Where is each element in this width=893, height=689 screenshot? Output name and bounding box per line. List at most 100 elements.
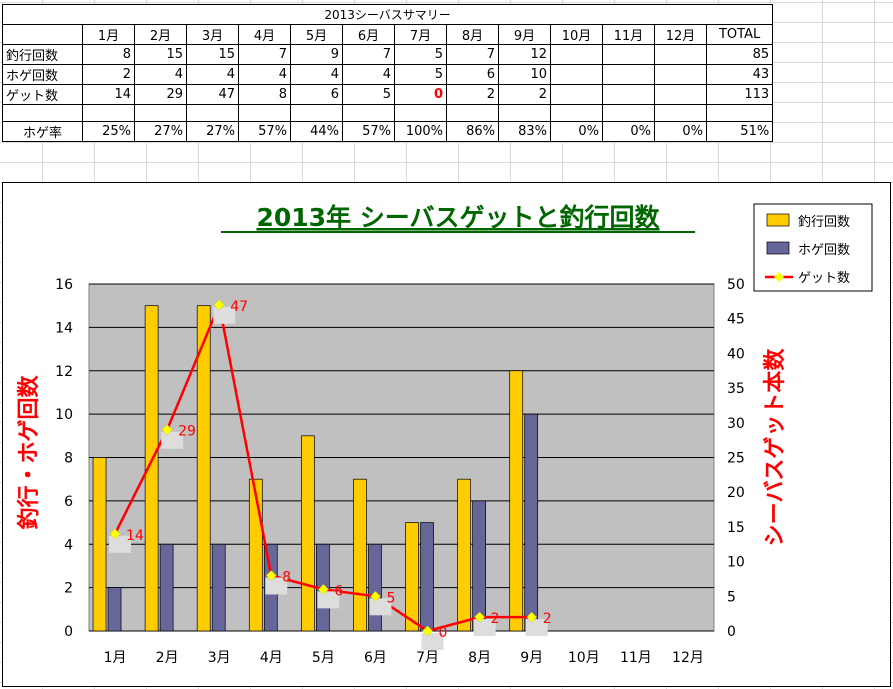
table-cell — [654, 84, 707, 105]
data-label-bg — [473, 619, 496, 637]
table-cell — [602, 44, 655, 65]
table-cell: 4 — [134, 64, 187, 85]
y-tick-label: 0 — [64, 624, 73, 640]
y2-tick-label: 45 — [727, 312, 745, 328]
y2-tick-label: 5 — [727, 589, 736, 605]
y-tick-label: 8 — [64, 451, 73, 467]
y2-tick-label: 20 — [727, 485, 745, 501]
table-cell: 12 — [498, 44, 551, 65]
x-tick-label: 1月 — [104, 650, 127, 666]
x-tick-label: 12月 — [672, 650, 704, 666]
line-marker — [318, 584, 329, 595]
y-tick-label: 10 — [55, 407, 73, 423]
month-header: 10月 — [550, 24, 603, 45]
month-header: 7月 — [394, 24, 447, 45]
x-tick-label: 7月 — [416, 650, 439, 666]
line-marker — [370, 590, 381, 602]
month-header: 9月 — [498, 24, 551, 45]
total-cell: 85 — [705, 44, 774, 65]
data-label-bg — [369, 598, 392, 616]
y2-tick-label: 50 — [727, 277, 745, 293]
table-cell — [602, 64, 655, 85]
table-cell: 4 — [238, 64, 291, 85]
table-cell: 5 — [342, 84, 395, 105]
table-cell — [654, 44, 707, 65]
bar-tsuriko — [196, 305, 211, 632]
x-tick-label: 2月 — [156, 650, 179, 666]
table-cell: 47 — [186, 84, 239, 105]
line-marker — [526, 611, 538, 623]
legend-label: 釣行回数 — [798, 214, 850, 230]
data-label-bg — [213, 306, 236, 324]
line-marker — [161, 424, 173, 436]
table-cell: 83% — [498, 121, 551, 142]
table-header-row: 1月 2月 3月 4月 5月 6月 7月 8月 9月 10月 11月 12月 TOTAL — [2, 24, 774, 45]
y-tick-label: 6 — [64, 494, 73, 510]
y-tick-label: 4 — [64, 537, 73, 553]
month-header: 12月 — [654, 24, 707, 45]
bar-tsuriko — [353, 478, 367, 632]
table-cell: 0% — [550, 121, 603, 142]
bar-hoge — [420, 522, 434, 632]
data-label-bg — [317, 591, 340, 609]
data-label: 6 — [334, 583, 343, 599]
bar-tsuriko — [457, 478, 471, 632]
data-label-bg — [265, 577, 288, 595]
bar-tsuriko — [144, 305, 159, 632]
table-cell: 29 — [134, 84, 187, 105]
table-cell: 14 — [82, 84, 135, 105]
table-cell — [446, 104, 499, 122]
x-tick-label: 9月 — [520, 650, 543, 666]
table-title: 2013シーバスサマリー — [1, 4, 774, 25]
bar-hoge — [107, 587, 122, 632]
table-cell — [394, 104, 447, 122]
y2-tick-label: 35 — [727, 381, 745, 397]
bar-hoge — [472, 500, 486, 632]
x-tick-label: 5月 — [312, 650, 335, 666]
y-tick-label: 2 — [64, 581, 73, 597]
table-cell — [82, 104, 135, 122]
row-label: ホゲ率 — [2, 121, 83, 142]
line-marker — [474, 611, 485, 623]
y-axis-title: 釣行・ホゲ回数 — [16, 375, 42, 530]
month-header: 3月 — [186, 24, 239, 45]
y2-tick-label: 30 — [727, 416, 745, 432]
table-cell — [550, 104, 603, 122]
month-header: 11月 — [602, 24, 655, 45]
row-label: ゲット数 — [2, 84, 83, 105]
bar-tsuriko — [509, 370, 524, 632]
chart-title: 2013年 シーバスゲットと釣行回数 — [256, 203, 660, 232]
legend-label: ホゲ回数 — [798, 243, 850, 258]
table-row: ゲット数 14 29 47 8 6 5 0 2 2 113 — [2, 84, 774, 105]
table-cell: 25% — [82, 121, 135, 142]
table-cell: 7 — [446, 44, 499, 65]
y-tick-label: 12 — [55, 364, 73, 380]
total-cell: 51% — [705, 121, 774, 142]
header-blank — [2, 24, 83, 45]
chart-frame: 0 2 4 6 8 10 12 14 16 0 5 10 15 20 25 30 35 40 45 50 1月 2月 3月 4… — [2, 182, 891, 687]
summary-table: 2013シーバスサマリー 1月 2月 3月 4月 5月 6月 7月 8月 9月 10月 11月 12月 T… — [1, 4, 774, 142]
table-cell: 2 — [446, 84, 499, 105]
table-cell — [498, 104, 551, 122]
table-title-row: 2013シーバスサマリー — [1, 4, 774, 25]
table-cell: 4 — [186, 64, 239, 85]
bar-hoge — [211, 543, 226, 632]
month-header: 6月 — [342, 24, 395, 45]
table-cell: 100% — [394, 121, 447, 142]
table-cell: 6 — [446, 64, 499, 85]
month-header: 2月 — [134, 24, 187, 45]
table-cell — [186, 104, 239, 122]
y2-tick-label: 40 — [727, 346, 745, 362]
table-cell: 6 — [290, 84, 343, 105]
table-row: ホゲ回数 2 4 4 4 4 4 5 6 10 43 — [2, 64, 774, 85]
table-cell — [134, 104, 187, 122]
table-row: 釣行回数 8 15 15 7 9 7 5 7 12 85 — [2, 44, 774, 65]
table-cell: 8 — [238, 84, 291, 105]
total-header: TOTAL — [705, 24, 774, 45]
rate-row: ホゲ率 25% 27% 27% 57% 44% 57% 100% 86% 83% 0% 0% 0% 51% — [2, 121, 774, 142]
month-header: 8月 — [446, 24, 499, 45]
spacer-row — [2, 104, 774, 122]
data-label: 8 — [282, 569, 291, 585]
x-tick-label: 10月 — [568, 650, 600, 666]
x-tick-label: 8月 — [468, 650, 491, 666]
